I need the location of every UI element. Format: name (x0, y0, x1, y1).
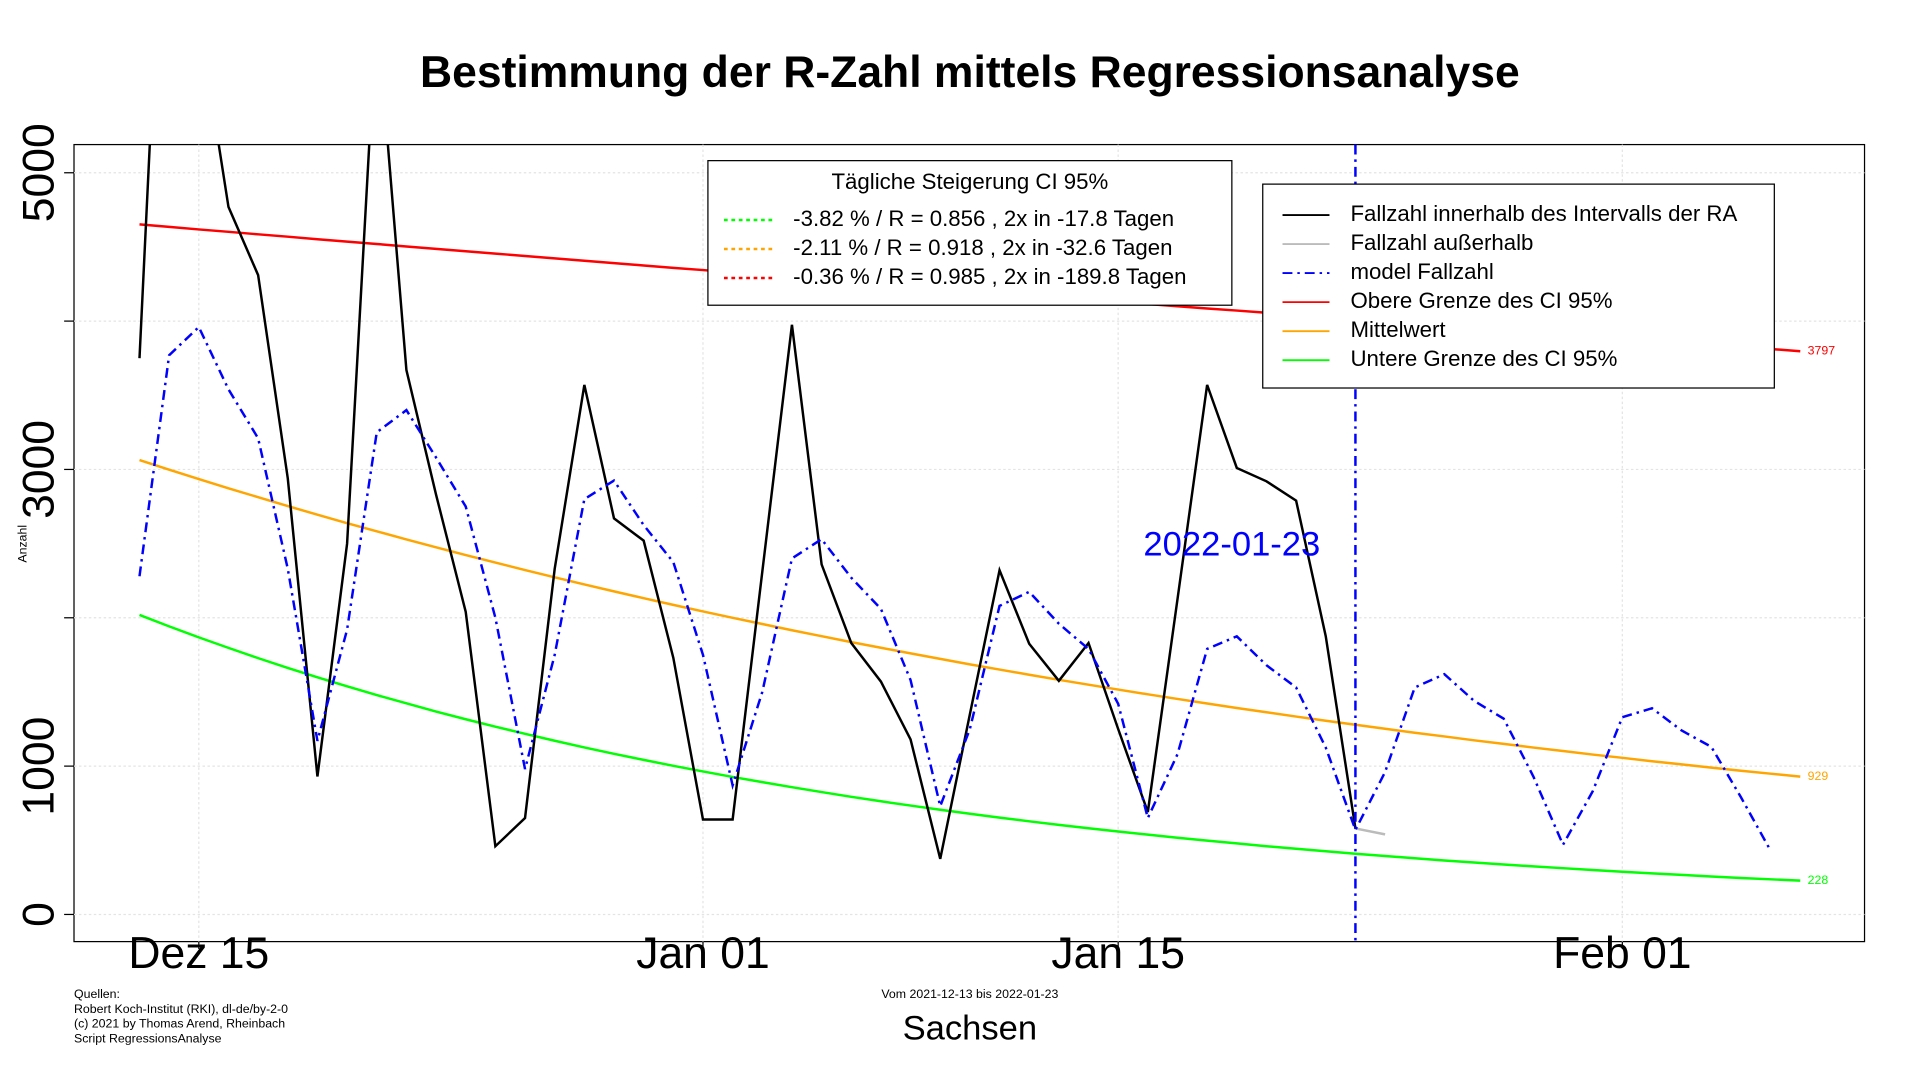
end-value-label: 228 (1808, 873, 1829, 887)
x-tick-label: Feb 01 (1553, 929, 1691, 978)
y-tick-label: 0 (15, 902, 64, 927)
ci-legend-label: -2.11 % / R = 0.918 , 2x in -32.6 Tagen (793, 235, 1172, 260)
series-line (139, 458, 1801, 778)
end-value-label: 3797 (1808, 343, 1836, 357)
source-note: (c) 2021 by Thomas Arend, Rheinbach (74, 1017, 285, 1031)
ci-legend-label: -3.82 % / R = 0.856 , 2x in -17.8 Tagen (793, 206, 1174, 231)
ci-legend-label: -0.36 % / R = 0.985 , 2x in -189.8 Tagen (793, 264, 1186, 289)
ci-legend-title: Tägliche Steigerung CI 95% (831, 169, 1108, 194)
date-marker-label: 2022-01-23 (1143, 525, 1320, 563)
series-line (1355, 827, 1386, 836)
source-note: Quellen: (74, 987, 120, 1001)
series-line (138, 144, 1357, 860)
ci-legend-box (707, 160, 1233, 306)
legend-label: Obere Grenze des CI 95% (1350, 288, 1612, 313)
source-note: Robert Koch-Institut (RKI), dl-de/by-2-0 (74, 1002, 288, 1016)
x-tick-label: Jan 01 (636, 929, 770, 978)
x-axis-label: Sachsen (903, 1010, 1038, 1048)
legend-box (1262, 183, 1775, 389)
series-line (139, 613, 1801, 882)
x-tick-label: Dez 15 (128, 929, 269, 978)
subtitle: Vom 2021-12-13 bis 2022-01-23 (881, 987, 1058, 1001)
end-value-label: 929 (1808, 769, 1829, 783)
y-axis-label: Anzahl (16, 525, 30, 563)
y-tick-label: 1000 (15, 717, 64, 816)
legend-label: model Fallzahl (1350, 259, 1493, 284)
legend-label: Fallzahl innerhalb des Intervalls der RA (1350, 201, 1737, 226)
legend-label: Fallzahl außerhalb (1350, 230, 1533, 255)
y-tick-label: 5000 (15, 123, 64, 222)
legend-label: Untere Grenze des CI 95% (1350, 346, 1617, 371)
plot-frame (73, 143, 1866, 943)
series-line (138, 324, 1772, 852)
x-tick-label: Jan 15 (1051, 929, 1185, 978)
chart-title: Bestimmung der R-Zahl mittels Regression… (420, 48, 1520, 97)
legend-label: Mittelwert (1350, 317, 1446, 342)
source-note: Script RegressionsAnalyse (74, 1031, 222, 1045)
y-tick-label: 3000 (15, 420, 64, 519)
